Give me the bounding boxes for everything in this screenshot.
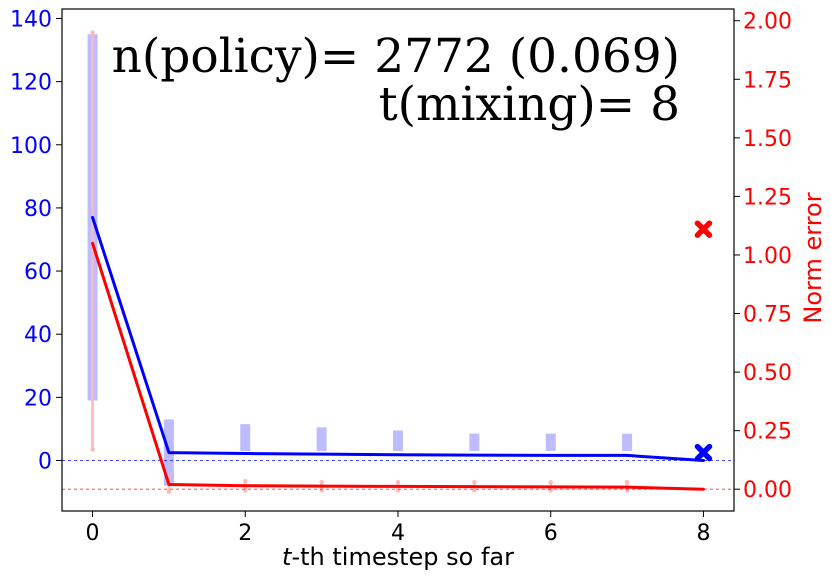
final-marker-right-stroke-b <box>694 220 713 238</box>
y2-tick-label-0: 0.00 <box>743 478 792 503</box>
error-band-cap-low-5 <box>472 488 477 493</box>
y2-axis-label: Norm error <box>799 192 827 323</box>
final-marker-left-stroke-b <box>694 443 713 462</box>
y2-tick-label-7: 1.75 <box>743 68 792 93</box>
error-band-cap-high-2 <box>243 478 248 484</box>
final-marker-right <box>694 220 713 238</box>
annotation-mixing: t(mixing)= 8 <box>379 77 680 132</box>
y-tick-label-0: 0 <box>38 449 52 474</box>
x-tick-label-2: 4 <box>391 521 405 546</box>
y2-tick-label-5: 1.25 <box>743 185 792 210</box>
y2-tick-label-1: 0.25 <box>743 420 792 445</box>
error-band-left-5 <box>469 433 480 452</box>
error-band-cap-high-5 <box>472 479 477 485</box>
error-band-left-7 <box>622 433 633 452</box>
x-tick-label-1: 2 <box>238 521 252 546</box>
error-band-left-6 <box>545 433 556 452</box>
y-tick-label-1: 20 <box>24 386 52 411</box>
y2-tick-label-2: 0.50 <box>743 361 792 386</box>
x-axis-ticks: 0 2 4 6 8 <box>86 511 710 546</box>
y-tick-label-2: 40 <box>24 323 52 348</box>
error-band-right-0 <box>91 32 95 450</box>
error-band-left-4 <box>393 430 403 452</box>
series-lines <box>91 215 705 491</box>
reference-lines <box>62 460 734 490</box>
y-tick-label-4: 80 <box>24 197 52 222</box>
error-band-cap-low-0 <box>90 447 95 452</box>
error-band-cap-high-6 <box>548 479 553 485</box>
x-tick-label-4: 8 <box>696 521 710 546</box>
error-band-cap-high-0 <box>90 30 95 35</box>
y-tick-label-3: 60 <box>24 260 52 285</box>
error-band-cap-low-1 <box>166 489 172 494</box>
y-tick-label-6: 120 <box>10 71 52 96</box>
error-band-cap-high-4 <box>395 479 401 485</box>
y-tick-label-7: 140 <box>10 7 52 32</box>
error-band-cap-high-7 <box>624 479 630 485</box>
annotation-policy: n(policy)= 2772 (0.069) <box>112 29 680 84</box>
y2-tick-label-6: 1.50 <box>743 127 792 152</box>
y2-tick-label-4: 1.00 <box>743 244 792 269</box>
y2-tick-label-8: 2.00 <box>743 10 792 35</box>
x-axis-label: t-th timestep so far <box>282 543 514 571</box>
final-markers <box>694 220 713 462</box>
final-marker-left <box>694 443 713 462</box>
series-line-right <box>91 241 705 491</box>
x-tick-label-0: 0 <box>86 521 100 546</box>
y2-axis-ticks: 0.00 0.25 0.50 0.75 1.00 1.25 1.50 1.75 2.00 <box>734 10 792 503</box>
y-axis-ticks: 0 20 40 60 80 100 120 140 <box>10 7 62 474</box>
error-band-left-3 <box>316 427 327 452</box>
y2-tick-label-3: 0.75 <box>743 303 792 328</box>
error-band-left-2 <box>240 424 251 452</box>
error-band-cap-high-3 <box>319 479 324 485</box>
series-line-left <box>91 215 705 462</box>
y-tick-label-5: 100 <box>10 134 52 159</box>
x-tick-label-3: 6 <box>544 521 558 546</box>
